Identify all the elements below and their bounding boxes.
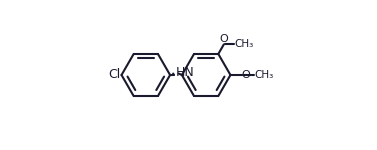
Text: CH₃: CH₃ <box>234 39 254 49</box>
Text: Cl: Cl <box>109 69 121 81</box>
Text: CH₃: CH₃ <box>254 70 273 80</box>
Text: O: O <box>242 70 250 80</box>
Text: O: O <box>219 34 228 44</box>
Text: HN: HN <box>175 66 194 79</box>
